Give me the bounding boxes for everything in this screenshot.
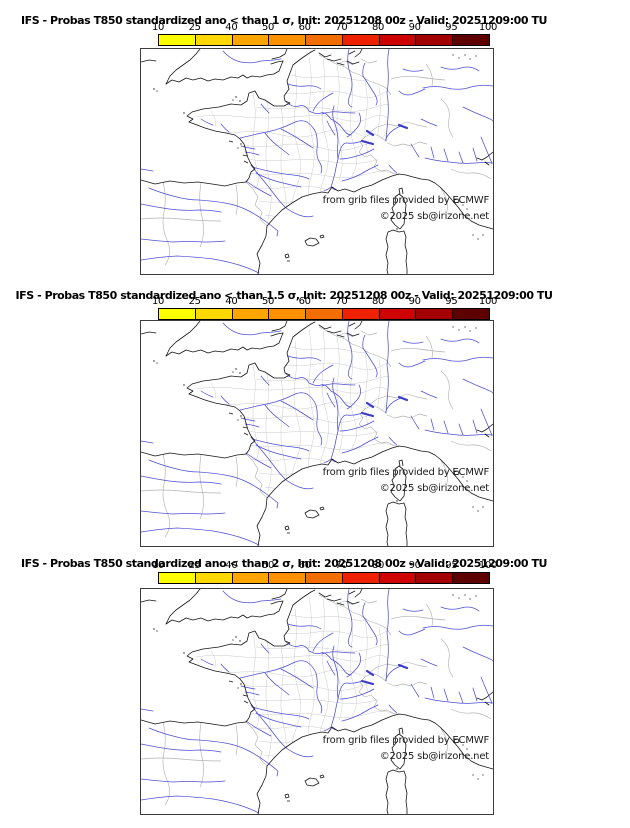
colorbar-segment	[269, 35, 307, 45]
colorbar-tick-label: 25	[188, 296, 201, 307]
france-map	[141, 589, 493, 814]
colorbar-segment	[453, 309, 490, 319]
colorbar-segment	[306, 573, 343, 583]
attribution-copyright: ©2025 sb@irizone.net	[379, 751, 490, 762]
colorbar-tick-row: 10 25 40 50 60 70 80 90 95 100	[152, 296, 497, 308]
colorbar-segment	[416, 309, 454, 319]
colorbar-segment	[379, 573, 417, 583]
colorbar-segment	[342, 35, 380, 45]
colorbar-segment	[195, 573, 233, 583]
colorbar-tick-label: 70	[335, 560, 348, 571]
colorbar	[158, 308, 490, 320]
colorbar-tick-label: 80	[371, 22, 385, 33]
colorbar-segment	[232, 573, 270, 583]
attribution-source: from grib files provided by ECMWF	[322, 735, 490, 746]
colorbar-segment	[306, 35, 343, 45]
france-map	[141, 321, 493, 546]
colorbar-segment	[379, 309, 417, 319]
colorbar-tick-label: 10	[151, 560, 165, 571]
panel-title: IFS - Probas T850 standardized ano < tha…	[15, 289, 553, 303]
colorbar-tick-label: 10	[151, 22, 165, 33]
colorbar-tick-label: 95	[445, 296, 458, 307]
colorbar-segment	[379, 35, 417, 45]
colorbar-tick-label: 90	[408, 296, 421, 307]
map-canvas: from grib files provided by ECMWF ©2025 …	[140, 48, 494, 275]
colorbar-tick-label: 60	[298, 22, 311, 33]
colorbar-tick-label: 80	[371, 560, 385, 571]
colorbar-segment	[195, 35, 233, 45]
colorbar-tick-label: 50	[261, 22, 275, 33]
france-map	[141, 49, 493, 274]
colorbar-segment	[159, 309, 196, 319]
colorbar-tick-row: 10 25 40 50 60 70 80 90 95 100	[152, 22, 497, 34]
attribution-copyright: ©2025 sb@irizone.net	[379, 211, 490, 222]
map-canvas: from grib files provided by ECMWF ©2025 …	[140, 588, 494, 815]
colorbar-segment	[232, 35, 270, 45]
colorbar-tick-label: 40	[225, 296, 238, 307]
colorbar-segment	[453, 35, 490, 45]
colorbar-segment	[195, 309, 233, 319]
map-canvas: from grib files provided by ECMWF ©2025 …	[140, 320, 494, 547]
colorbar-tick-label: 25	[188, 560, 201, 571]
colorbar-segment	[232, 309, 270, 319]
panel-title: IFS - Probas T850 standardized ano < tha…	[21, 14, 547, 28]
colorbar-tick-label: 80	[371, 296, 385, 307]
colorbar	[158, 572, 490, 584]
colorbar-tick-label: 70	[335, 296, 348, 307]
colorbar-segment	[269, 309, 307, 319]
colorbar-segment	[159, 573, 196, 583]
colorbar-segment	[342, 573, 380, 583]
colorbar-tick-label: 10	[151, 296, 165, 307]
colorbar-segment	[416, 35, 454, 45]
colorbar-segment	[159, 35, 196, 45]
colorbar-tick-label: 95	[445, 22, 458, 33]
colorbar-tick-label: 100	[478, 296, 498, 307]
colorbar-tick-row: 10 25 40 50 60 70 80 90 95 100	[152, 560, 497, 572]
colorbar-tick-label: 25	[188, 22, 201, 33]
colorbar-tick-label: 60	[298, 296, 311, 307]
attribution-copyright: ©2025 sb@irizone.net	[379, 483, 490, 494]
colorbar-tick-label: 40	[225, 22, 238, 33]
colorbar-tick-label: 90	[408, 22, 421, 33]
colorbar-segment	[416, 573, 454, 583]
colorbar-tick-label: 100	[478, 560, 498, 571]
colorbar-tick-label: 70	[335, 22, 348, 33]
attribution-source: from grib files provided by ECMWF	[322, 195, 490, 206]
colorbar-tick-label: 50	[261, 560, 275, 571]
colorbar-tick-label: 95	[445, 560, 458, 571]
colorbar	[158, 34, 490, 46]
colorbar-tick-label: 50	[261, 296, 275, 307]
attribution-source: from grib files provided by ECMWF	[322, 467, 490, 478]
colorbar-segment	[306, 309, 343, 319]
colorbar-tick-label: 40	[225, 560, 238, 571]
colorbar-segment	[453, 573, 490, 583]
colorbar-segment	[269, 573, 307, 583]
colorbar-tick-label: 100	[478, 22, 498, 33]
colorbar-segment	[342, 309, 380, 319]
colorbar-tick-label: 90	[408, 560, 421, 571]
colorbar-tick-label: 60	[298, 560, 311, 571]
panel-title: IFS - Probas T850 standardized ano < tha…	[21, 557, 547, 571]
